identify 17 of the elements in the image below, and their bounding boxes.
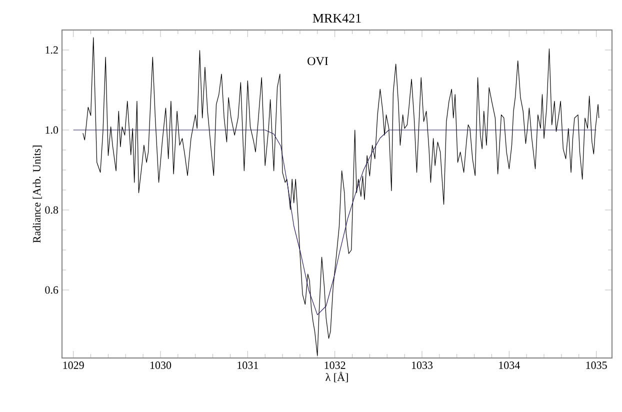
y-tick-label: 1.0 [46, 126, 58, 134]
chart-title: MRK421 [312, 14, 361, 22]
line-series [82, 37, 600, 356]
x-tick-label: 1030 [150, 362, 172, 369]
x-tick-label: 1034 [499, 362, 520, 369]
y-axis-title: Radiance [Arb. Units] [32, 146, 42, 243]
x-tick-label: 1035 [586, 362, 607, 369]
x-axis-title: λ [Å] [326, 372, 348, 382]
y-tick-label: 0.8 [45, 206, 58, 214]
x-tick-label: 1033 [412, 362, 433, 369]
line-series [73, 130, 597, 316]
x-tick-label: 1029 [63, 362, 84, 369]
x-tick-label: 1031 [238, 362, 258, 369]
annotation: OVI [308, 57, 328, 66]
y-tick-label: 0.6 [45, 286, 58, 294]
y-tick-label: 1.2 [46, 46, 58, 54]
x-tick-label: 1032 [324, 362, 346, 369]
